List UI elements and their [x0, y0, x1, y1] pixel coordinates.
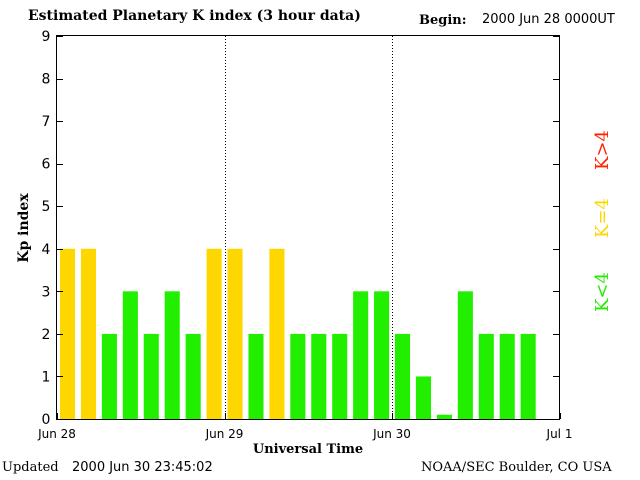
- x-tick-label: Jun 30: [372, 427, 411, 441]
- kp-bar: [415, 376, 432, 419]
- begin-value: 2000 Jun 28 0000UT: [482, 12, 615, 27]
- y-tick-label: 8: [42, 72, 51, 88]
- updated-label: Updated: [2, 460, 59, 475]
- x-tick-label: Jul 1: [546, 427, 573, 441]
- kp-bar: [185, 333, 201, 419]
- kp-bar: [520, 333, 536, 419]
- y-tick-label: 1: [42, 369, 51, 385]
- y-axis-label: Kp index: [16, 193, 32, 263]
- kp-bar: [290, 333, 306, 419]
- begin-label: Begin:: [419, 13, 467, 28]
- legend-equal: K=4: [592, 198, 613, 238]
- plot-frame: [56, 35, 560, 420]
- bar-series: [60, 248, 536, 419]
- y-tick-label: 7: [42, 114, 51, 130]
- legend-high: K>4: [592, 130, 613, 170]
- legend-low: K<4: [592, 272, 613, 312]
- kp-bar: [269, 248, 285, 419]
- y-axis: 0 1 2 3 4 5 6 7 8 9: [42, 29, 559, 428]
- kp-bar: [164, 291, 180, 419]
- kp-bar: [143, 333, 159, 419]
- kp-bar: [353, 291, 369, 419]
- kp-bar: [395, 333, 411, 419]
- kp-bar: [101, 333, 117, 419]
- x-tick-label: Jun 29: [205, 427, 244, 441]
- y-tick-label: 3: [42, 284, 51, 300]
- x-axis-label: Universal Time: [253, 442, 363, 457]
- kp-bar: [311, 333, 327, 419]
- kp-bar: [60, 248, 76, 419]
- kp-bar: [248, 333, 264, 419]
- kp-bar: [457, 291, 473, 419]
- chart-title: Estimated Planetary K index (3 hour data…: [28, 8, 361, 24]
- y-tick-label: 4: [42, 242, 51, 258]
- kp-bar: [122, 291, 138, 419]
- kp-bar: [332, 333, 348, 419]
- kp-bar: [80, 248, 97, 419]
- kp-bar: [206, 248, 222, 419]
- y-tick-label: 5: [42, 199, 51, 215]
- updated-value: 2000 Jun 30 23:45:02: [72, 460, 213, 475]
- y-tick-label: 2: [42, 327, 51, 343]
- x-tick-label: Jun 28: [37, 427, 76, 441]
- kp-bar: [374, 291, 390, 419]
- source-credit: NOAA/SEC Boulder, CO USA: [421, 460, 612, 475]
- y-tick-label: 0: [42, 412, 51, 428]
- kp-bar: [436, 414, 452, 419]
- kp-bar: [499, 333, 515, 419]
- x-axis: Jun 28 Jun 29 Jun 30 Jul 1: [37, 413, 572, 441]
- kp-bar: [227, 248, 243, 419]
- day-separators: [225, 36, 393, 419]
- kp-bar: [478, 333, 494, 419]
- y-tick-label: 9: [42, 29, 51, 45]
- y-tick-label: 6: [42, 157, 51, 173]
